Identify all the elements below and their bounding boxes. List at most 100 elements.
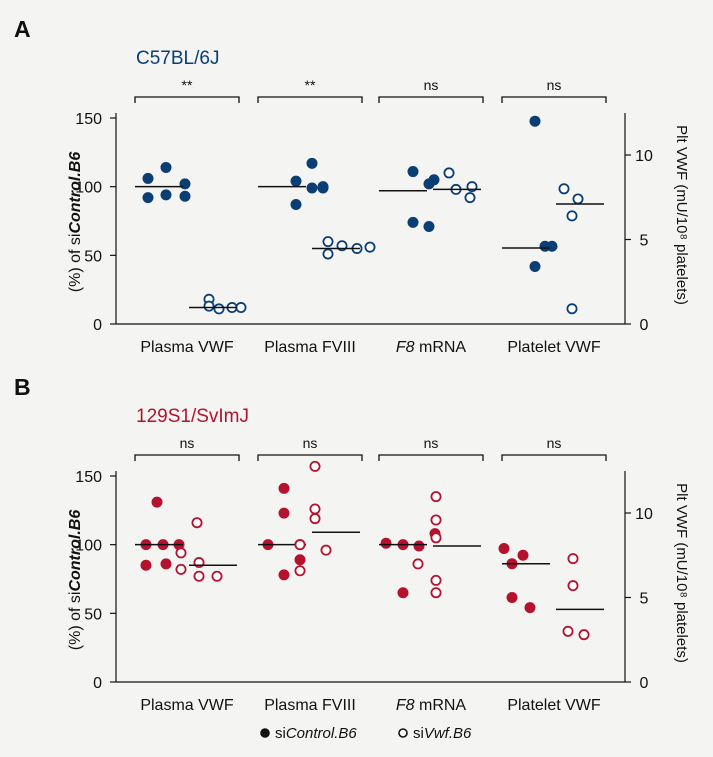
data-point-open <box>567 553 579 565</box>
data-point-filled <box>142 172 154 184</box>
data-point-filled <box>397 587 409 599</box>
y2-tick-label: 5 <box>640 233 649 250</box>
data-point-open <box>443 167 455 179</box>
legend: siControl.B6 siVwf.B6 <box>260 725 472 742</box>
y-axis-title: (%) of siControl.B6 <box>67 152 84 293</box>
significance-label: ns <box>303 435 318 451</box>
significance-bracket <box>257 454 363 461</box>
data-point-open <box>211 570 223 582</box>
significance-bracket <box>378 96 484 103</box>
significance-bracket <box>501 96 607 103</box>
significance-bracket <box>257 96 363 103</box>
data-point-filled <box>179 190 191 202</box>
significance-bracket <box>378 454 484 461</box>
category-label: Platelet VWF <box>507 697 601 714</box>
data-point-open <box>322 248 334 260</box>
significance-bracket <box>134 454 240 461</box>
data-point-filled <box>160 189 172 201</box>
data-point-filled <box>290 199 302 211</box>
data-point-open <box>364 241 376 253</box>
data-point-open <box>309 513 321 525</box>
data-point-filled <box>278 482 290 494</box>
data-point-filled <box>160 161 172 173</box>
category-label: Platelet VWF <box>507 339 601 356</box>
data-point-open <box>430 587 442 599</box>
y-tick-label: 150 <box>75 111 102 128</box>
data-point-filled <box>151 496 163 508</box>
category-label: Plasma VWF <box>140 339 234 356</box>
data-point-open <box>567 580 579 592</box>
legend-label: siControl.B6 <box>275 725 357 742</box>
data-point-filled <box>524 602 536 614</box>
y2-tick-label: 10 <box>635 148 653 165</box>
panel-A: A C57BL/6J 0 50 100 150 0 5 10 (%) of siControl.B… <box>14 16 690 356</box>
significance-label: ** <box>182 77 193 93</box>
data-point-open <box>572 193 584 205</box>
significance-label: ** <box>305 77 316 93</box>
data-point-filled <box>539 240 551 252</box>
y-tick-label: 0 <box>93 675 102 692</box>
data-point-open <box>191 517 203 529</box>
category-label: Plasma FVIII <box>264 697 356 714</box>
data-point-filled <box>529 115 541 127</box>
data-point-open <box>430 491 442 503</box>
legend-marker-open <box>398 728 408 738</box>
y-tick-label: 50 <box>84 248 102 265</box>
data-point-open <box>320 544 332 556</box>
category-label: F8 mRNA <box>396 339 467 356</box>
y2-tick-label: 0 <box>640 675 649 692</box>
data-point-filled <box>407 166 419 178</box>
legend-label: siVwf.B6 <box>413 725 472 742</box>
y-tick-label: 100 <box>75 538 102 555</box>
y-tick-label: 100 <box>75 180 102 197</box>
strain-title: C57BL/6J <box>136 48 219 69</box>
y2-tick-label: 0 <box>640 317 649 334</box>
data-point-open <box>294 539 306 551</box>
panel-B: B 129S1/SvImJ 0 50 100 150 0 5 10 (%) of siContro… <box>14 374 690 714</box>
data-point-open <box>566 303 578 315</box>
data-point-open <box>235 302 247 314</box>
data-point-filled <box>407 216 419 228</box>
significance-label: ns <box>424 77 439 93</box>
y-tick-label: 150 <box>75 469 102 486</box>
data-point-filled <box>140 559 152 571</box>
y2-tick-label: 5 <box>640 591 649 608</box>
data-point-open <box>175 547 187 559</box>
strain-title: 129S1/SvImJ <box>136 406 249 427</box>
data-point-open <box>309 503 321 515</box>
data-point-filled <box>278 507 290 519</box>
y-axis-title: (%) of siControl.B6 <box>67 510 84 651</box>
data-point-filled <box>306 182 318 194</box>
data-point-filled <box>290 175 302 187</box>
data-point-filled <box>278 569 290 581</box>
data-point-open <box>322 236 334 248</box>
data-point-filled <box>380 537 392 549</box>
data-point-open <box>213 303 225 315</box>
data-point-filled <box>506 592 518 604</box>
data-point-open <box>464 192 476 204</box>
significance-label: ns <box>547 435 562 451</box>
panel-label: A <box>14 16 31 42</box>
y2-tick-label: 10 <box>635 506 653 523</box>
data-point-open <box>412 558 424 570</box>
data-point-open <box>203 300 215 312</box>
legend-marker-filled <box>260 728 270 738</box>
significance-label: ns <box>547 77 562 93</box>
data-point-open <box>430 514 442 526</box>
data-point-filled <box>498 542 510 554</box>
data-point-open <box>430 574 442 586</box>
data-point-open <box>578 629 590 641</box>
data-point-open <box>175 563 187 575</box>
significance-label: ns <box>180 435 195 451</box>
data-point-filled <box>413 540 425 552</box>
category-label: Plasma VWF <box>140 697 234 714</box>
data-point-open <box>558 183 570 195</box>
data-point-open <box>566 210 578 222</box>
data-point-filled <box>294 554 306 566</box>
data-point-filled <box>142 192 154 204</box>
data-point-open <box>430 532 442 544</box>
y2-axis-title: Plt VWF (mU/10⁸ platelets) <box>673 483 690 663</box>
category-label: Plasma FVIII <box>264 339 356 356</box>
data-point-filled <box>160 558 172 570</box>
